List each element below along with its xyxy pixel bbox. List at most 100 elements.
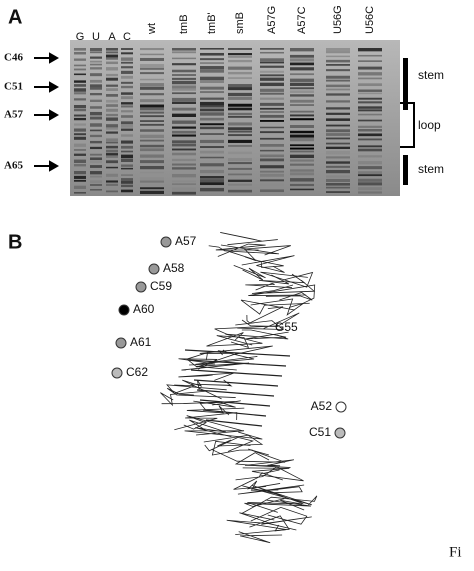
band: [290, 82, 314, 86]
band: [200, 182, 224, 186]
gel-bands: [74, 48, 382, 195]
band: [358, 72, 382, 76]
backbone: [229, 251, 284, 268]
band: [290, 67, 314, 71]
band: [290, 87, 314, 90]
loop-bracket: [400, 102, 415, 148]
band: [172, 85, 196, 89]
band: [106, 173, 118, 177]
band: [200, 58, 224, 61]
band: [200, 66, 224, 70]
band: [228, 189, 252, 193]
band: [90, 67, 102, 70]
lane-label: U: [92, 31, 100, 43]
band: [228, 183, 252, 186]
band: [121, 57, 133, 61]
band: [74, 175, 86, 179]
band: [121, 115, 133, 118]
marker-arrow: [34, 109, 60, 121]
band: [200, 97, 224, 100]
band: [140, 86, 164, 90]
marker-arrow: [34, 81, 60, 93]
band: [140, 99, 164, 103]
band: [290, 163, 314, 166]
band: [290, 125, 314, 129]
backbone: [238, 531, 283, 544]
marker-label: C46: [4, 52, 23, 64]
band: [140, 177, 164, 181]
backbone: [241, 255, 295, 273]
band: [90, 93, 102, 96]
band: [260, 183, 284, 187]
band: [290, 150, 314, 153]
band: [326, 191, 350, 193]
band: [290, 104, 314, 106]
band: [200, 169, 224, 174]
band: [200, 123, 224, 126]
band: [228, 107, 252, 111]
band: [121, 48, 133, 50]
band: [140, 107, 164, 111]
band: [106, 117, 118, 121]
band: [260, 173, 284, 177]
band: [290, 154, 314, 159]
band: [106, 124, 118, 128]
band: [90, 99, 102, 102]
band: [326, 75, 350, 79]
band: [326, 183, 350, 186]
band: [106, 99, 118, 103]
band: [200, 133, 224, 135]
band: [358, 48, 382, 52]
band: [121, 184, 133, 188]
band: [358, 171, 382, 175]
band: [260, 70, 284, 73]
band: [200, 108, 224, 112]
band: [74, 149, 86, 151]
marker-label: A65: [4, 160, 23, 172]
band: [121, 70, 133, 74]
band: [140, 148, 164, 152]
band: [200, 146, 224, 149]
band: [90, 51, 102, 54]
marker-arrow: [34, 52, 60, 64]
band: [90, 63, 102, 66]
band: [106, 149, 118, 153]
band: [90, 123, 102, 127]
band: [106, 180, 118, 183]
lane-label: smB: [234, 12, 246, 34]
backbone: [235, 320, 285, 330]
band: [290, 114, 314, 117]
band: [358, 66, 382, 70]
backbone: [211, 448, 286, 463]
band: [172, 80, 196, 85]
band: [90, 48, 102, 52]
band: [140, 115, 164, 118]
marker-arrow: [34, 160, 60, 172]
band: [326, 84, 350, 88]
band: [121, 121, 133, 125]
band: [74, 88, 86, 92]
band: [200, 176, 224, 179]
band: [228, 134, 252, 137]
band: [74, 80, 86, 83]
band: [326, 48, 350, 52]
band: [74, 179, 86, 182]
backbone: [160, 390, 210, 407]
band: [260, 137, 284, 140]
base-pair: [184, 349, 291, 357]
band: [74, 51, 86, 55]
band: [172, 173, 196, 178]
band: [290, 118, 314, 121]
backbone: [259, 273, 306, 285]
band: [326, 69, 350, 72]
band: [106, 190, 118, 193]
band: [172, 152, 196, 156]
band: [90, 140, 102, 144]
backbone: [249, 515, 290, 532]
band: [326, 64, 350, 66]
band: [260, 74, 284, 77]
band: [290, 178, 314, 182]
band: [106, 183, 118, 186]
band: [121, 145, 133, 149]
band: [106, 113, 118, 117]
